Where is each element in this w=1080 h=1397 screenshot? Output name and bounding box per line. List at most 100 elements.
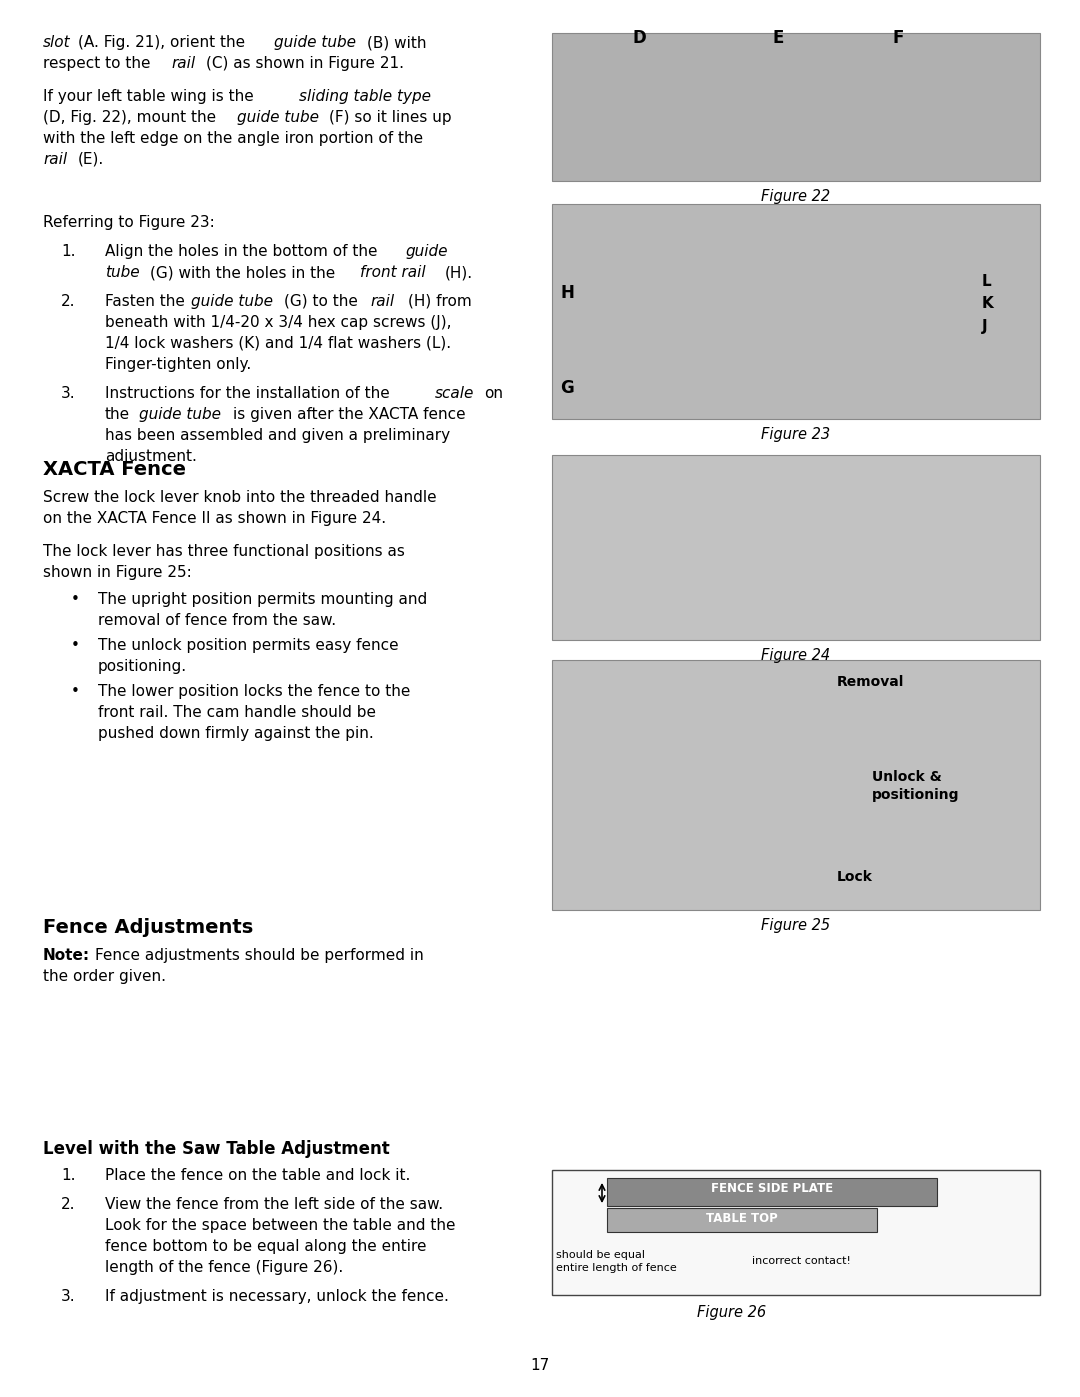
Text: Figure 26: Figure 26	[697, 1305, 766, 1320]
Text: 3.: 3.	[60, 1289, 76, 1303]
Text: Lock: Lock	[837, 870, 873, 884]
Text: Removal: Removal	[837, 675, 904, 689]
Bar	[552, 34, 1040, 182]
Text: Figure 24: Figure 24	[761, 648, 831, 664]
Text: Referring to Figure 23:: Referring to Figure 23:	[43, 215, 215, 231]
Text: scale: scale	[435, 386, 474, 401]
Text: should be equal: should be equal	[556, 1250, 645, 1260]
Text: Look for the space between the table and the: Look for the space between the table and…	[105, 1218, 456, 1234]
Text: View the fence from the left side of the saw.: View the fence from the left side of the…	[105, 1197, 443, 1213]
Text: rail: rail	[370, 293, 394, 309]
Text: with the left edge on the angle iron portion of the: with the left edge on the angle iron por…	[43, 131, 423, 147]
Bar	[607, 1208, 877, 1232]
Text: G: G	[561, 379, 573, 397]
Text: Fence adjustments should be performed in: Fence adjustments should be performed in	[95, 949, 423, 963]
Text: adjustment.: adjustment.	[105, 448, 197, 464]
Text: the order given.: the order given.	[43, 970, 166, 983]
Text: FENCE SIDE PLATE: FENCE SIDE PLATE	[711, 1182, 833, 1194]
Text: Level with the Saw Table Adjustment: Level with the Saw Table Adjustment	[43, 1140, 390, 1158]
Text: •: •	[71, 592, 80, 608]
Bar	[552, 1171, 1040, 1295]
Text: on: on	[484, 386, 503, 401]
Text: Unlock &: Unlock &	[872, 770, 942, 784]
Text: 1.: 1.	[60, 244, 76, 258]
Text: rail: rail	[171, 56, 195, 71]
Text: Finger-tighten only.: Finger-tighten only.	[105, 358, 252, 372]
Text: If your left table wing is the: If your left table wing is the	[43, 89, 254, 103]
Text: tube: tube	[105, 265, 139, 279]
Text: (C) as shown in Figure 21.: (C) as shown in Figure 21.	[206, 56, 404, 71]
Text: Figure 22: Figure 22	[761, 189, 831, 204]
Text: (G) with the holes in the: (G) with the holes in the	[150, 265, 335, 279]
Text: •: •	[71, 685, 80, 698]
Bar	[552, 659, 1040, 909]
Text: E: E	[772, 29, 783, 47]
Text: 2.: 2.	[60, 293, 76, 309]
Text: Note:: Note:	[43, 949, 90, 963]
Text: TABLE TOP: TABLE TOP	[706, 1213, 778, 1225]
Text: slot: slot	[43, 35, 70, 50]
Text: •: •	[71, 638, 80, 652]
Text: H: H	[561, 284, 573, 302]
Text: F: F	[892, 29, 903, 47]
Text: J: J	[982, 319, 987, 334]
Text: (B) with: (B) with	[367, 35, 427, 50]
Text: 17: 17	[530, 1358, 550, 1373]
Text: XACTA Fence: XACTA Fence	[43, 460, 186, 479]
Text: Screw the lock lever knob into the threaded handle: Screw the lock lever knob into the threa…	[43, 490, 436, 504]
Text: (H) from: (H) from	[408, 293, 472, 309]
Text: length of the fence (Figure 26).: length of the fence (Figure 26).	[105, 1260, 343, 1275]
Text: beneath with 1/4-20 x 3/4 hex cap screws (J),: beneath with 1/4-20 x 3/4 hex cap screws…	[105, 314, 451, 330]
Text: entire length of fence: entire length of fence	[556, 1263, 677, 1273]
Text: fence bottom to be equal along the entire: fence bottom to be equal along the entir…	[105, 1239, 427, 1255]
Text: L: L	[982, 274, 991, 289]
Text: guide tube: guide tube	[139, 407, 221, 422]
Text: the: the	[105, 407, 130, 422]
Text: (F) so it lines up: (F) so it lines up	[329, 110, 451, 124]
Text: guide: guide	[405, 244, 447, 258]
Text: Figure 23: Figure 23	[761, 427, 831, 441]
Text: front rail. The cam handle should be: front rail. The cam handle should be	[98, 705, 376, 719]
Text: D: D	[632, 29, 646, 47]
Text: 3.: 3.	[60, 386, 76, 401]
Text: Figure 25: Figure 25	[761, 918, 831, 933]
Text: is given after the XACTA fence: is given after the XACTA fence	[233, 407, 465, 422]
Text: The lower position locks the fence to the: The lower position locks the fence to th…	[98, 685, 410, 698]
Text: Fasten the: Fasten the	[105, 293, 185, 309]
Text: front rail: front rail	[360, 265, 426, 279]
Text: guide tube: guide tube	[191, 293, 273, 309]
Text: K: K	[982, 296, 994, 312]
Text: pushed down firmly against the pin.: pushed down firmly against the pin.	[98, 726, 374, 740]
Text: (G) to the: (G) to the	[284, 293, 357, 309]
Text: rail: rail	[43, 152, 67, 168]
Text: removal of fence from the saw.: removal of fence from the saw.	[98, 613, 336, 629]
Text: positioning: positioning	[872, 788, 959, 802]
Text: 1/4 lock washers (K) and 1/4 flat washers (L).: 1/4 lock washers (K) and 1/4 flat washer…	[105, 337, 451, 351]
Text: (D, Fig. 22), mount the: (D, Fig. 22), mount the	[43, 110, 216, 124]
Text: If adjustment is necessary, unlock the fence.: If adjustment is necessary, unlock the f…	[105, 1289, 449, 1303]
Text: sliding table type: sliding table type	[299, 89, 431, 103]
Text: (H).: (H).	[445, 265, 473, 279]
Text: positioning.: positioning.	[98, 659, 187, 673]
Text: Instructions for the installation of the: Instructions for the installation of the	[105, 386, 390, 401]
Text: incorrect contact!: incorrect contact!	[752, 1256, 851, 1266]
Text: guide tube: guide tube	[274, 35, 356, 50]
Text: respect to the: respect to the	[43, 56, 150, 71]
Text: has been assembled and given a preliminary: has been assembled and given a prelimina…	[105, 427, 450, 443]
Text: (A. Fig. 21), orient the: (A. Fig. 21), orient the	[78, 35, 245, 50]
Bar	[607, 1178, 937, 1206]
Bar	[552, 455, 1040, 640]
Text: The unlock position permits easy fence: The unlock position permits easy fence	[98, 638, 399, 652]
Text: guide tube: guide tube	[237, 110, 319, 124]
Text: (E).: (E).	[78, 152, 105, 168]
Text: Place the fence on the table and lock it.: Place the fence on the table and lock it…	[105, 1168, 410, 1183]
Text: Align the holes in the bottom of the: Align the holes in the bottom of the	[105, 244, 378, 258]
Text: The lock lever has three functional positions as: The lock lever has three functional posi…	[43, 543, 405, 559]
Text: The upright position permits mounting and: The upright position permits mounting an…	[98, 592, 428, 608]
Text: on the XACTA Fence II as shown in Figure 24.: on the XACTA Fence II as shown in Figure…	[43, 511, 387, 527]
Text: Fence Adjustments: Fence Adjustments	[43, 918, 253, 937]
Text: shown in Figure 25:: shown in Figure 25:	[43, 564, 192, 580]
Text: 2.: 2.	[60, 1197, 76, 1213]
Bar	[552, 204, 1040, 419]
Text: 1.: 1.	[60, 1168, 76, 1183]
